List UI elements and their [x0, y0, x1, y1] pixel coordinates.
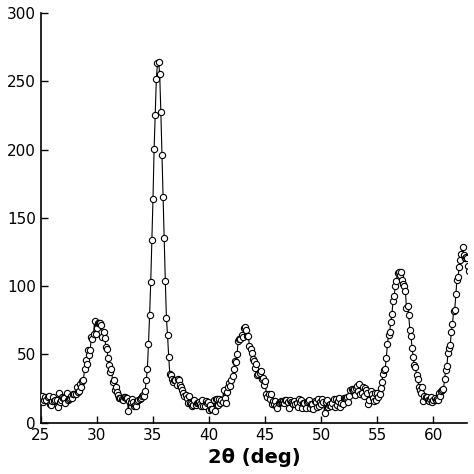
X-axis label: 2θ (deg): 2θ (deg) — [208, 448, 300, 467]
